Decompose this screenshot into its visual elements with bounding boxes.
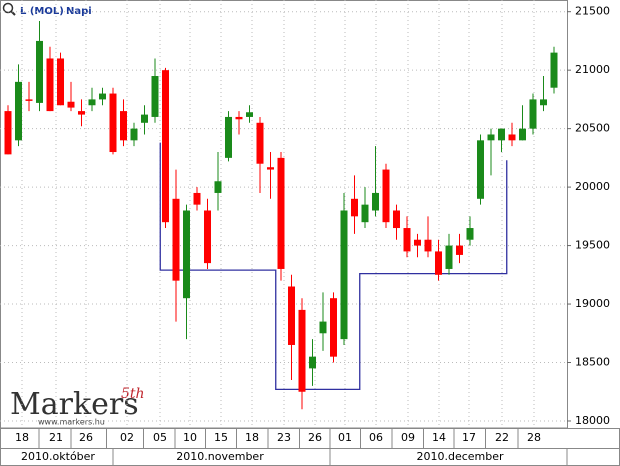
candle-body bbox=[67, 101, 75, 108]
candle-body bbox=[88, 99, 96, 106]
candle-body bbox=[319, 321, 327, 334]
y-tick-label: 20000 bbox=[575, 180, 610, 193]
x-tick-label: 21 bbox=[49, 431, 63, 444]
x-tick-label: 23 bbox=[277, 431, 291, 444]
candle-body bbox=[414, 239, 421, 246]
logo-url: www.markers.hu bbox=[38, 418, 105, 427]
candle-body bbox=[340, 210, 348, 340]
candle-body bbox=[57, 58, 64, 106]
stop-line bbox=[159, 142, 508, 391]
candle-body bbox=[193, 192, 201, 205]
logo-superscript: 5th bbox=[121, 386, 145, 402]
candle-body bbox=[99, 93, 106, 100]
candle-body bbox=[435, 251, 442, 275]
candle-body bbox=[214, 181, 222, 193]
x-tick-label: 05 bbox=[153, 431, 167, 444]
candle-body bbox=[120, 111, 127, 141]
candle-body bbox=[4, 111, 12, 155]
candle-body bbox=[267, 167, 274, 170]
candle-body bbox=[309, 356, 316, 369]
candle-body bbox=[519, 128, 526, 141]
candle-body bbox=[372, 192, 379, 211]
x-tick-label: 01 bbox=[338, 431, 352, 444]
month-label: 2010.december bbox=[416, 450, 504, 463]
y-tick-label: 21500 bbox=[575, 5, 610, 18]
candle-body bbox=[256, 122, 264, 164]
x-tick-label: 26 bbox=[79, 431, 93, 444]
candle-body bbox=[141, 114, 148, 123]
candle-body bbox=[246, 112, 253, 117]
chart-subtitle: Napi bbox=[66, 6, 92, 17]
y-tick-label: 19000 bbox=[575, 297, 610, 310]
candle-body bbox=[330, 298, 337, 357]
candle-body bbox=[498, 128, 505, 141]
candle-body bbox=[225, 116, 232, 158]
candle-body bbox=[361, 204, 369, 223]
candle-body bbox=[25, 99, 33, 101]
month-label: 2010.október bbox=[21, 450, 95, 463]
candle-body bbox=[298, 309, 306, 392]
candle-body bbox=[130, 128, 138, 141]
candle-body bbox=[162, 70, 169, 223]
candle-body bbox=[424, 239, 432, 252]
month-label: 2010.november bbox=[176, 450, 264, 463]
x-tick-label: 18 bbox=[245, 431, 259, 444]
candle-body bbox=[540, 99, 547, 106]
y-tick-label: 21000 bbox=[575, 63, 610, 76]
candle-body bbox=[456, 245, 463, 255]
candle-body bbox=[529, 99, 537, 129]
candle-body bbox=[466, 228, 474, 240]
x-tick-label: 02 bbox=[120, 431, 134, 444]
y-tick-label: 18000 bbox=[575, 414, 610, 427]
candle-body bbox=[46, 58, 54, 112]
y-tick-label: 18500 bbox=[575, 356, 610, 369]
candle-body bbox=[109, 93, 117, 153]
x-tick-label: 22 bbox=[495, 431, 509, 444]
x-tick-label: 18 bbox=[15, 431, 29, 444]
candle-body bbox=[382, 169, 390, 223]
x-tick-label: 06 bbox=[369, 431, 383, 444]
zoom-icon[interactable] bbox=[2, 2, 16, 16]
candle-body bbox=[550, 52, 558, 88]
y-tick-label: 20500 bbox=[575, 122, 610, 135]
candle-body bbox=[393, 210, 400, 229]
x-tick-label: 14 bbox=[432, 431, 446, 444]
candle-body bbox=[351, 198, 358, 217]
x-tick-label: 28 bbox=[527, 431, 541, 444]
candle-body bbox=[403, 228, 411, 252]
candle-body bbox=[151, 76, 159, 117]
x-tick-label: 09 bbox=[401, 431, 415, 444]
candle-body bbox=[78, 111, 85, 115]
candle-body bbox=[487, 134, 495, 141]
candle-body bbox=[445, 245, 453, 269]
chart-title: L (MOL) bbox=[20, 6, 64, 17]
x-tick-label: 26 bbox=[308, 431, 322, 444]
x-tick-label: 17 bbox=[462, 431, 476, 444]
candle-body bbox=[204, 210, 211, 264]
x-tick-label: 10 bbox=[183, 431, 197, 444]
candle-body bbox=[36, 40, 43, 103]
candle-body bbox=[172, 198, 180, 281]
candle-body bbox=[235, 116, 243, 120]
logo: Markers bbox=[10, 387, 139, 422]
candle-body bbox=[477, 140, 484, 199]
y-tick-label: 19500 bbox=[575, 239, 610, 252]
candle-body bbox=[288, 286, 295, 345]
candle-body bbox=[508, 134, 516, 141]
candle-body bbox=[183, 210, 190, 299]
candle-body bbox=[277, 157, 285, 269]
x-tick-label: 15 bbox=[214, 431, 228, 444]
candle-body bbox=[15, 81, 22, 141]
